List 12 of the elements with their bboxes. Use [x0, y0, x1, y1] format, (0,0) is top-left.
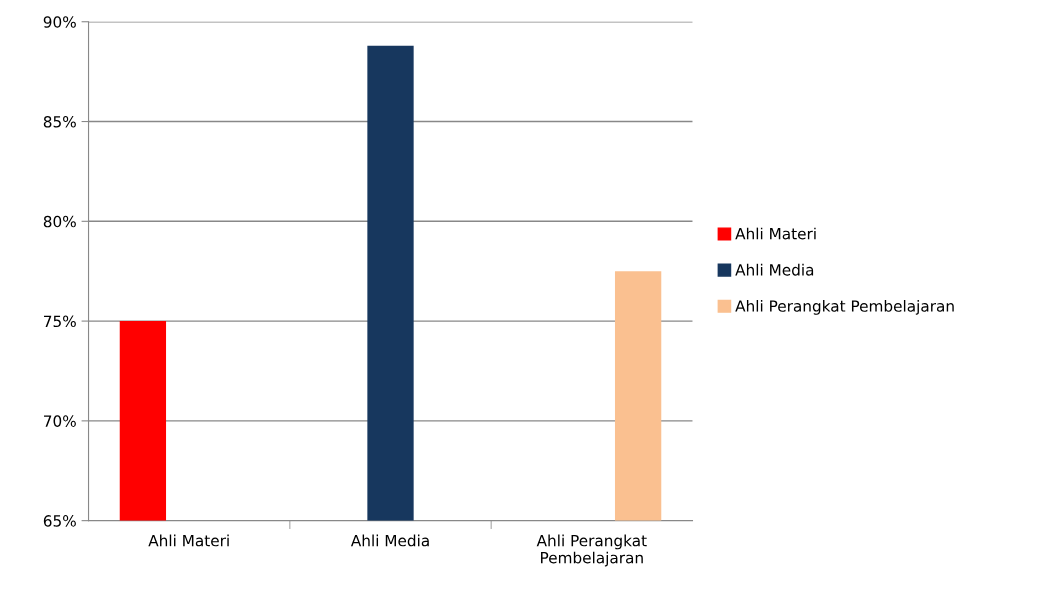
- x-tick-label: Ahli Media: [350, 534, 429, 547]
- x-tick-label: Ahli Materi: [148, 534, 229, 547]
- legend-label: Ahli Perangkat Pembelajaran: [735, 299, 954, 315]
- y-tick-label: 65%: [43, 515, 76, 527]
- y-tick-label: 70%: [44, 415, 76, 427]
- legend-label: Ahli Materi: [735, 227, 816, 240]
- y-tick-label: 85%: [43, 115, 76, 128]
- legend-label: Ahli Media: [735, 263, 814, 276]
- x-tick-label: Ahli Perangkat Pembelajaran: [536, 534, 647, 567]
- y-tick-label: 75%: [44, 315, 76, 328]
- y-tick-label: 80%: [43, 215, 76, 228]
- y-tick-label: 90%: [43, 16, 76, 28]
